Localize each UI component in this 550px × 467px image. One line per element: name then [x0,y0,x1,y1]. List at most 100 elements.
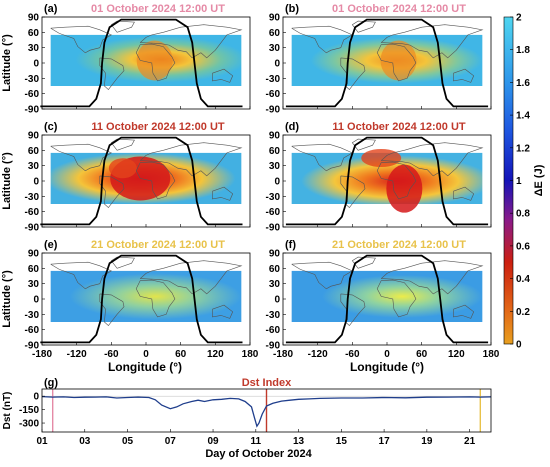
y-tick-label: 0 [33,295,39,306]
energy-field [50,270,242,322]
x-tick-label: 0 [384,349,390,360]
continent-outline [50,143,112,172]
panel-label: (e) [44,239,58,251]
continent-outline [376,43,417,82]
y-tick-label: -60 [266,89,281,100]
continent-outline [340,175,366,209]
continent-outline [291,25,353,54]
panel-title: 11 October 2024 12:00 UT [91,121,225,133]
colorbar-tick-label: 0 [516,340,522,351]
x-tick-label: 60 [416,349,428,360]
y-tick-label: -30 [266,192,281,203]
y-tick-label: -30 [25,192,40,203]
dst-x-tick-label: 13 [293,436,305,447]
y-tick-label: 0 [274,177,280,188]
colorbar-tick-label: 1 [516,176,522,187]
panel-label: (a) [44,3,58,15]
energy-hotspot [108,158,137,179]
dst-frame [41,388,492,433]
y-tick-label: 60 [28,264,40,275]
latitude-axis-label: Latitude (°) [1,270,13,328]
continent-outline [351,20,376,33]
y-tick-label: 90 [28,13,40,24]
y-tick-label: 0 [33,177,39,188]
dst-series-line [41,395,492,428]
continent-outline [453,68,475,83]
continent-outline [291,143,353,172]
x-tick-label: -180 [32,349,52,360]
continent-outline [50,261,112,290]
dst-y-axis-label: Dst (nT) [2,392,13,430]
continent-outline [50,25,112,54]
y-tick-label: -60 [25,89,40,100]
x-tick-label: -120 [308,349,328,360]
x-tick-label: 0 [143,349,149,360]
y-tick-label: 60 [269,264,281,275]
dst-y-tick-label: -150 [19,405,39,416]
y-tick-label: 30 [269,161,281,172]
colorbar-tick-label: 2 [516,13,522,24]
dst-x-tick-label: 09 [207,436,219,447]
colorbar-label: ΔE (J) [533,164,545,196]
x-tick-label: -60 [345,349,360,360]
continent-outline [380,24,484,59]
terminator-line [40,18,243,108]
colorbar: 0 0.2 0.4 0.6 0.8 1 1.2 1.4 1.6 1.8 2 ΔE (J) [503,13,545,351]
colorbar-tick-label: 1.4 [516,111,530,122]
y-tick-label: -90 [25,341,40,352]
panel-title: 01 October 2024 12:00 UT [91,3,225,15]
y-tick-label: 60 [269,28,281,39]
y-tick-label: -90 [266,341,281,352]
continent-outline [212,68,234,83]
continent-outline [135,43,176,82]
terminator-line [285,254,489,344]
terminator-line [40,136,243,226]
terminator-line [40,254,243,344]
panel-title: 21 October 2024 12:00 UT [332,239,466,251]
x-tick-label: -120 [67,349,87,360]
dst-x-axis-label: Day of October 2024 [205,448,312,460]
dst-x-tick-label: 21 [464,436,476,447]
y-tick-label: 90 [269,249,281,260]
panel-title: 21 October 2024 12:00 UT [91,239,225,251]
map-panel: 90 60 30 0 -30 -60 -90 (d) 11 October 2024 12:00… [266,121,492,234]
dst-y-tick-label: -300 [19,419,39,430]
dst-chart: 0 -150 -300 01 03 05 07 09 11 13 15 17 19 21 (g) Dst In… [2,377,492,460]
colorbar-tick-label: 1.8 [516,45,530,56]
y-tick-label: -60 [25,325,40,336]
map-panels: 90 60 30 0 -30 -60 -90 (a) 01 October 2024 12:00… [1,3,500,360]
y-tick-label: -90 [25,223,40,234]
continent-outline [340,57,366,91]
panel-label: (d) [285,121,299,133]
colorbar-tick-label: 0.6 [516,241,530,252]
dst-y-tick-label: 0 [33,392,39,403]
continent-outline [212,304,234,319]
energy-hotspot [361,149,402,167]
continent-outline [99,175,125,209]
x-tick-label: 60 [175,349,187,360]
y-tick-label: 60 [28,146,40,157]
x-tick-label: -60 [104,349,119,360]
y-tick-label: -30 [266,310,281,321]
continent-outline [135,161,176,200]
continent-outline [380,142,484,177]
y-tick-label: -60 [266,325,281,336]
continent-outline [291,261,353,290]
y-tick-label: -90 [266,105,281,116]
dst-x-tick-label: 07 [165,436,177,447]
colorbar-tick-label: 1.2 [516,143,530,154]
panel-label: (c) [44,121,58,133]
longitude-axis-label-right: Longitude (°) [350,360,424,374]
dst-title: Dst Index [242,377,292,389]
y-tick-label: -90 [266,223,281,234]
dst-x-tick-label: 01 [36,436,48,447]
y-tick-label: 30 [269,43,281,54]
longitude-axis-label-left: Longitude (°) [108,360,182,374]
continent-outline [376,279,417,318]
x-tick-label: 120 [207,349,224,360]
continent-outline [340,293,366,327]
y-tick-label: 90 [28,131,40,142]
y-tick-label: 90 [269,13,281,24]
continent-outline [376,161,417,200]
continent-outline [351,256,376,269]
